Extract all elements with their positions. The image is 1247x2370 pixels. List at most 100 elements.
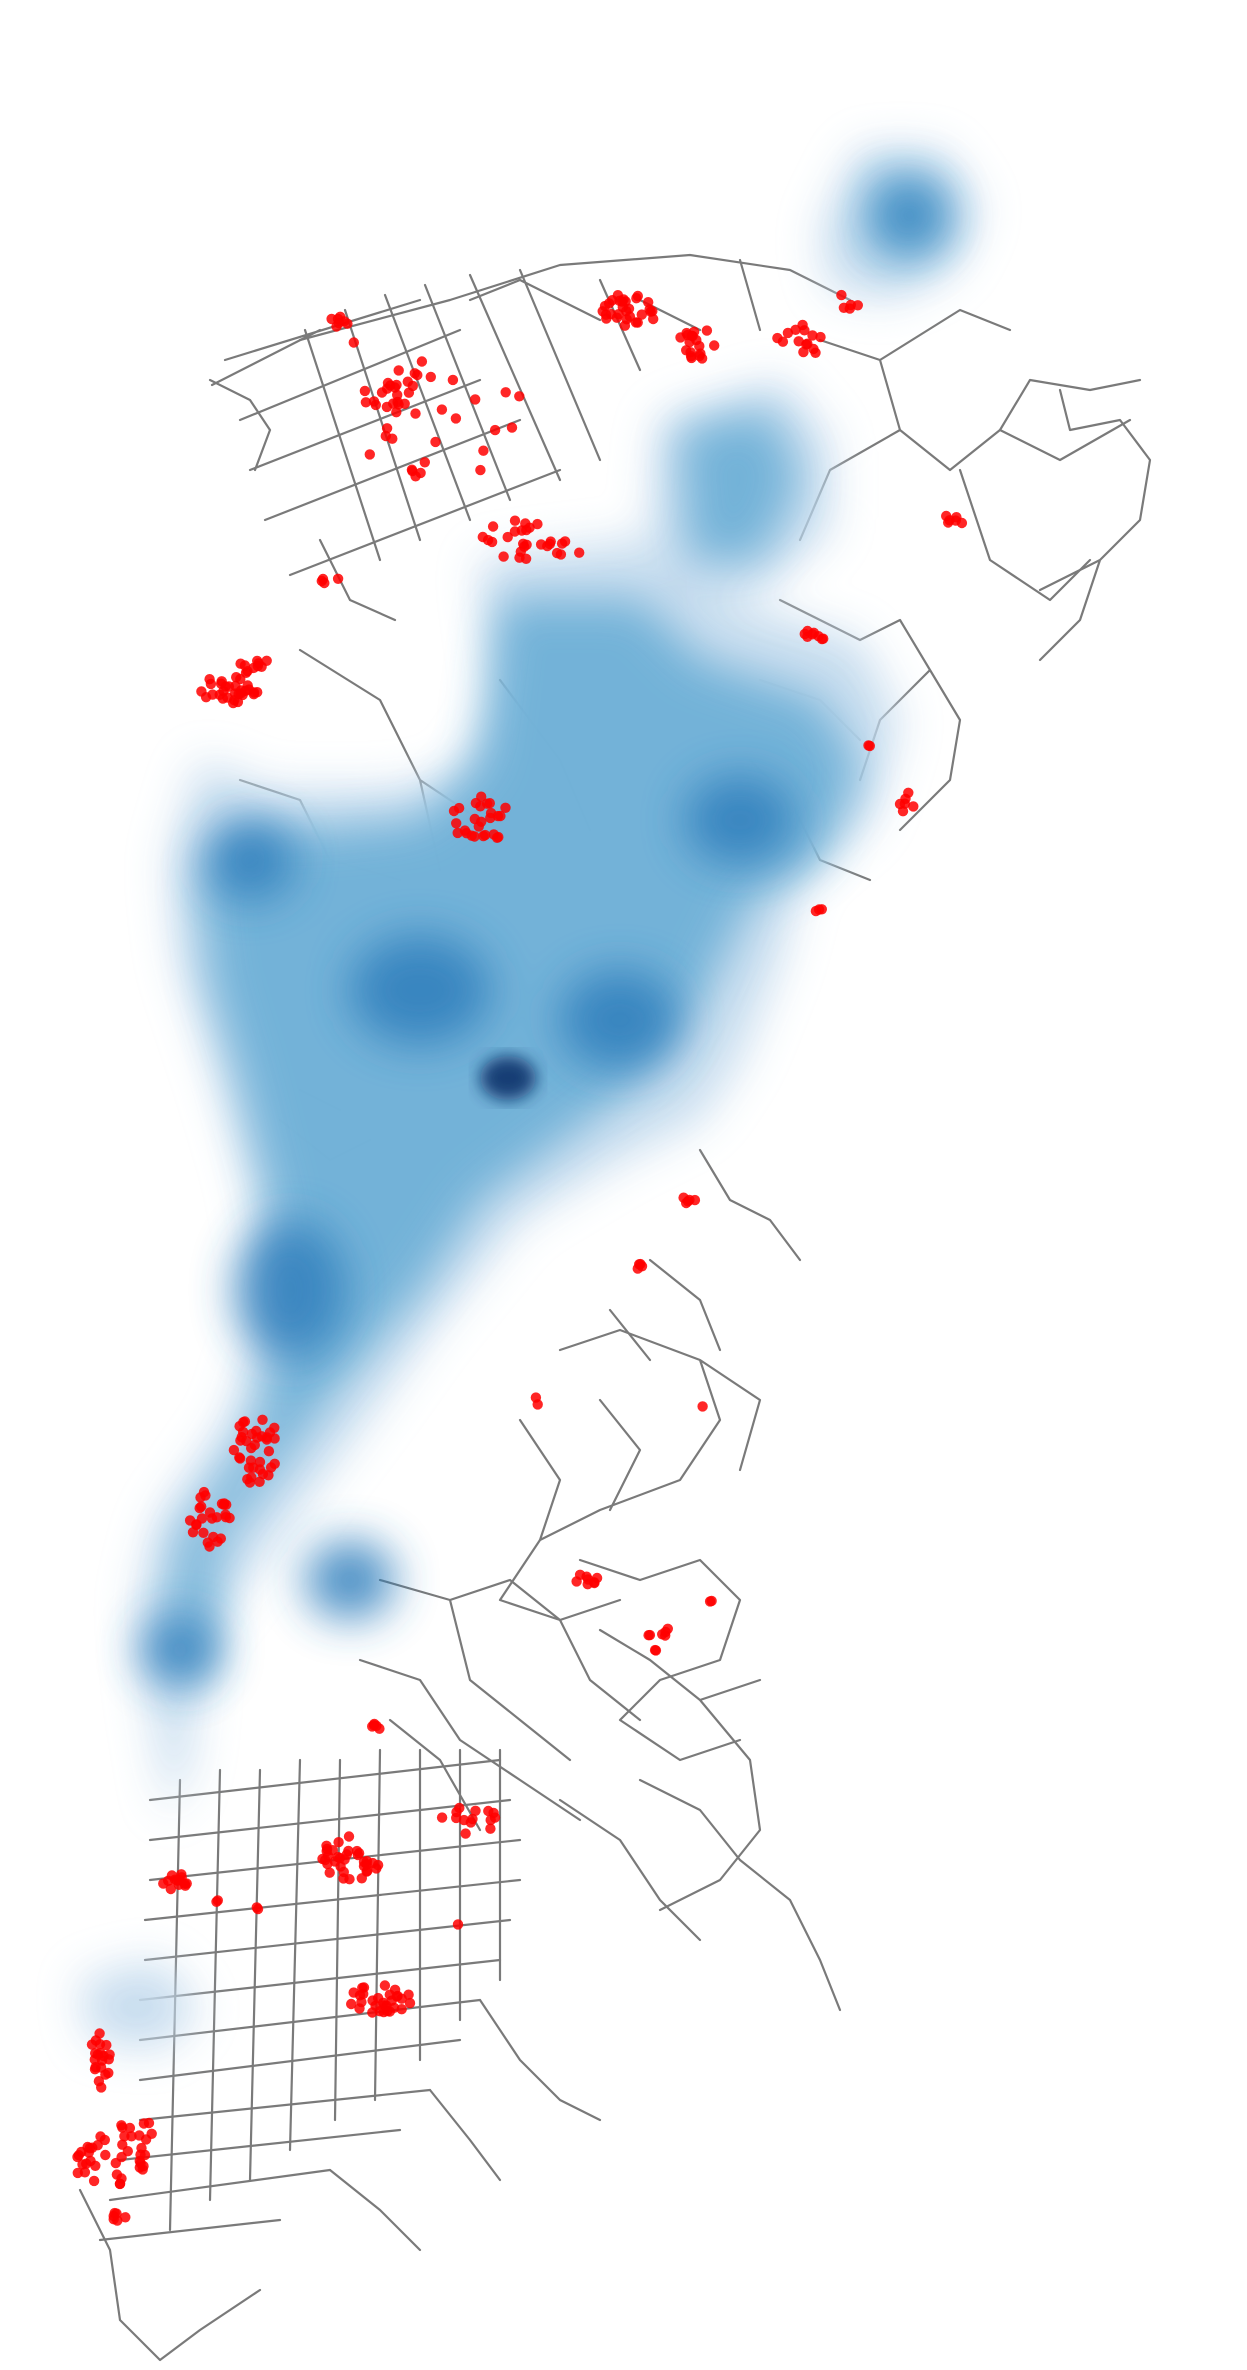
- point-marker: [120, 2212, 131, 2223]
- point-marker: [479, 829, 491, 841]
- point-marker: [591, 1572, 603, 1584]
- point-marker: [110, 2157, 122, 2169]
- point-marker: [498, 551, 509, 562]
- point-marker: [364, 449, 375, 460]
- point-marker: [636, 1261, 648, 1272]
- point-marker: [332, 573, 344, 584]
- point-marker: [103, 2067, 114, 2079]
- point-marker: [458, 1814, 470, 1826]
- point-marker: [261, 1432, 273, 1443]
- point-marker: [447, 374, 459, 386]
- point-marker: [360, 397, 372, 408]
- road-segment: [498, 1398, 642, 1622]
- point-marker: [450, 413, 462, 424]
- point-marker: [90, 2062, 101, 2073]
- point-marker: [72, 2151, 83, 2163]
- point-marker: [333, 1837, 344, 1848]
- point-marker: [600, 309, 612, 320]
- point-marker: [387, 433, 398, 444]
- point-marker: [406, 464, 418, 475]
- point-marker: [351, 1845, 363, 1857]
- point-marker: [87, 2142, 98, 2153]
- point-marker: [697, 1401, 708, 1412]
- point-marker: [489, 424, 501, 436]
- point-marker: [484, 798, 495, 809]
- road-segment: [538, 1328, 762, 1542]
- point-marker: [207, 689, 218, 700]
- point-marker: [944, 515, 955, 526]
- point-marker: [403, 387, 415, 398]
- point-marker: [436, 1812, 448, 1823]
- point-marker: [263, 1470, 274, 1481]
- point-marker: [221, 1499, 232, 1510]
- point-marker: [844, 303, 855, 314]
- point-marker: [346, 1998, 357, 2010]
- road-segment: [210, 298, 562, 577]
- point-marker: [684, 1194, 695, 1206]
- point-marker: [810, 347, 821, 358]
- point-marker: [453, 802, 465, 814]
- point-marker: [381, 423, 393, 434]
- point-marker: [370, 2000, 381, 2012]
- point-marker: [376, 387, 388, 398]
- point-marker: [246, 1472, 257, 1483]
- point-marker: [482, 534, 494, 546]
- point-marker: [687, 330, 698, 342]
- point-marker: [112, 2215, 123, 2226]
- point-marker: [257, 1414, 268, 1426]
- point-marker: [348, 337, 359, 348]
- point-marker: [205, 678, 217, 690]
- point-marker: [836, 289, 847, 301]
- point-marker: [392, 389, 403, 401]
- point-marker: [799, 628, 810, 640]
- point-marker: [216, 676, 227, 687]
- point-marker: [695, 348, 706, 359]
- point-marker: [470, 797, 482, 809]
- point-marker: [77, 2159, 88, 2170]
- point-marker: [239, 1416, 251, 1427]
- point-marker: [321, 1846, 332, 1857]
- point-marker: [124, 2122, 136, 2134]
- road-segment: [1038, 388, 1152, 662]
- point-marker: [706, 1595, 717, 1607]
- point-marker: [487, 521, 499, 532]
- point-marker: [470, 394, 481, 405]
- point-marker: [90, 2048, 101, 2059]
- road-segment: [208, 378, 397, 622]
- point-marker: [619, 320, 631, 331]
- point-marker: [545, 536, 556, 547]
- road-segment: [598, 1628, 762, 1912]
- point-marker: [245, 1455, 257, 1466]
- point-marker: [359, 385, 371, 397]
- point-marker: [361, 1859, 372, 1870]
- point-marker: [956, 517, 968, 529]
- point-marker: [391, 379, 402, 391]
- point-marker: [514, 552, 525, 563]
- point-marker: [204, 1507, 216, 1518]
- point-marker: [194, 1502, 205, 1514]
- point-marker: [374, 1723, 385, 1734]
- point-marker: [492, 810, 504, 822]
- point-marker: [342, 318, 353, 329]
- point-marker: [416, 356, 428, 367]
- point-marker: [246, 1428, 258, 1440]
- point-marker: [612, 290, 624, 301]
- point-marker: [478, 445, 489, 456]
- point-marker: [451, 818, 462, 829]
- point-marker: [381, 2000, 392, 2011]
- point-marker: [470, 1805, 481, 1817]
- point-marker: [412, 369, 423, 381]
- point-marker: [317, 1853, 328, 1865]
- point-marker: [709, 340, 720, 351]
- point-marker: [117, 2139, 128, 2150]
- point-marker: [236, 1432, 247, 1443]
- point-marker: [500, 802, 511, 813]
- point-marker: [228, 1444, 240, 1456]
- point-marker: [530, 1392, 542, 1403]
- point-marker: [648, 313, 659, 325]
- point-marker: [94, 2028, 105, 2039]
- point-marker: [343, 1831, 355, 1842]
- point-marker: [191, 1519, 202, 1531]
